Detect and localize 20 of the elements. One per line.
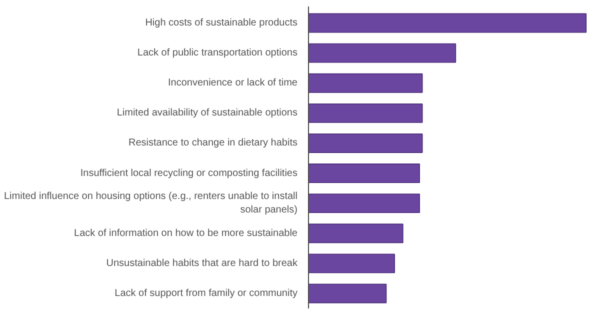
y-tick-label: Insufficient local recycling or composting facilities — [80, 168, 298, 179]
y-tick-label: Lack of information on how to be more sustainable — [74, 228, 298, 239]
bar — [308, 194, 420, 214]
y-tick-label: Unsustainable habits that are hard to break — [106, 258, 298, 269]
y-tick-label: Inconvenience or lack of time — [168, 78, 298, 89]
y-tick-label: Limited availability of sustainable options — [116, 108, 298, 119]
bar — [308, 73, 423, 93]
bar — [308, 103, 423, 123]
y-tick-label: Resistance to change in dietary habits — [128, 138, 298, 149]
y-tick-label: Limited influence on housing options (e.g., renters unable to install solar panels) — [4, 191, 298, 216]
bar — [308, 284, 387, 304]
bar — [308, 224, 404, 244]
bar — [308, 13, 587, 33]
bar — [308, 254, 395, 274]
bar — [308, 164, 420, 183]
y-tick-label: Lack of public transportation options — [137, 48, 298, 59]
bar — [308, 134, 423, 153]
y-tick-label: Lack of support from family or community — [114, 288, 298, 299]
bar — [308, 43, 456, 63]
y-tick-label: High costs of sustainable products — [145, 18, 298, 29]
